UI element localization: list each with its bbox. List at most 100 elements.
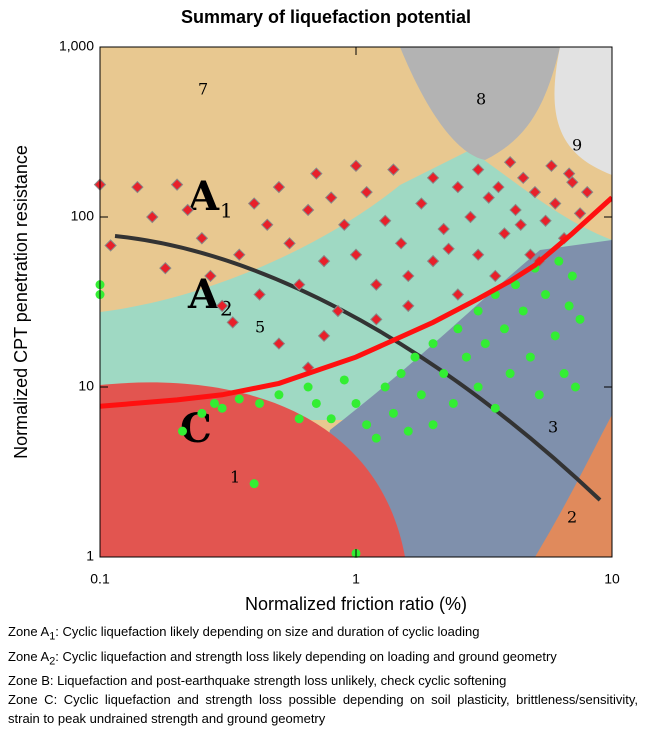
- data-point: [226, 316, 239, 329]
- data-point: [294, 414, 304, 424]
- data-point: [131, 180, 144, 194]
- data-point: [503, 156, 517, 169]
- data-point: [559, 369, 569, 379]
- data-point: [566, 176, 579, 189]
- zone-number: 8: [476, 90, 486, 109]
- data-point: [159, 261, 172, 275]
- data-point: [509, 203, 522, 217]
- data-point: [562, 167, 576, 180]
- data-point: [554, 256, 564, 266]
- zone-name: Zone A: [8, 648, 50, 664]
- zone-note: Zone C: Cyclic liquefaction and strength…: [8, 690, 638, 728]
- data-point: [524, 248, 537, 261]
- threshold-curve: [100, 195, 612, 409]
- zone-name: Zone B: [8, 673, 50, 689]
- data-point: [249, 479, 259, 489]
- data-point: [534, 390, 544, 400]
- zone-number: 1: [230, 468, 240, 487]
- data-point: [451, 180, 465, 194]
- data-point: [204, 269, 217, 283]
- zone-letter-sub: 1: [220, 199, 233, 223]
- zone-description: : Liquefaction and post-earthquake stren…: [49, 673, 507, 689]
- data-point: [580, 185, 594, 199]
- data-point: [274, 390, 284, 400]
- y-axis-label: Normalized CPT penetration resistance: [11, 145, 31, 459]
- data-point: [195, 232, 209, 245]
- data-point: [170, 178, 184, 191]
- zone-note: Zone A1: Cyclic liquefaction likely depe…: [8, 622, 638, 647]
- data-point: [473, 306, 483, 316]
- zone-note: Zone B: Liquefaction and post-earthquake…: [8, 671, 638, 690]
- data-point: [514, 218, 527, 231]
- data-point: [378, 214, 392, 227]
- data-point: [541, 290, 551, 300]
- data-point: [402, 299, 415, 313]
- data-point: [442, 242, 455, 256]
- data-point: [339, 375, 349, 385]
- data-point: [234, 394, 244, 404]
- data-point: [177, 426, 187, 436]
- data-point: [370, 278, 383, 291]
- data-point: [471, 163, 485, 176]
- data-point: [428, 339, 438, 349]
- data-point: [324, 191, 338, 204]
- data-point: [505, 369, 515, 379]
- data-point: [338, 218, 351, 231]
- data-point: [326, 414, 336, 424]
- data-point: [233, 248, 246, 261]
- data-point: [564, 301, 574, 311]
- data-point: [528, 185, 542, 199]
- zone-notes: Zone A1: Cyclic liquefaction likely depe…: [8, 622, 638, 728]
- data-point: [215, 299, 229, 313]
- data-point: [317, 329, 331, 343]
- data-point: [402, 269, 415, 283]
- data-point: [448, 398, 458, 408]
- data-point: [539, 214, 552, 227]
- data-point: [439, 369, 449, 379]
- zone-number: 5: [255, 318, 265, 337]
- data-point: [272, 180, 286, 194]
- x-tick-label: 1: [352, 571, 360, 587]
- data-point: [387, 163, 400, 176]
- zone-number: 7: [198, 80, 208, 99]
- data-point: [247, 197, 261, 210]
- data-point: [310, 167, 323, 180]
- data-point: [428, 420, 438, 430]
- data-point: [217, 403, 227, 413]
- data-point: [371, 433, 381, 443]
- zone-number: 2: [567, 508, 577, 527]
- data-point: [181, 203, 194, 217]
- data-point: [518, 306, 528, 316]
- data-point: [283, 237, 296, 250]
- x-axis-label: Normalized friction ratio (%): [245, 594, 467, 614]
- data-point: [370, 313, 383, 326]
- zone-description: : Cyclic liquefaction and strength loss …: [55, 648, 557, 664]
- data-point: [548, 197, 562, 210]
- data-point: [197, 408, 207, 418]
- data-point: [104, 239, 117, 252]
- data-point: [471, 248, 485, 261]
- y-tick-label: 1: [86, 548, 94, 564]
- zone-name: Zone C: [8, 692, 54, 708]
- data-point: [489, 269, 502, 283]
- data-point: [473, 382, 483, 392]
- data-point: [575, 314, 585, 324]
- data-point: [545, 159, 558, 173]
- x-tick-label: 10: [604, 571, 620, 587]
- zone-letter: A: [187, 271, 220, 318]
- data-point: [349, 248, 363, 261]
- data-point: [498, 227, 511, 240]
- data-point: [480, 339, 490, 349]
- data-point: [380, 382, 390, 392]
- data-point: [255, 398, 265, 408]
- data-point: [317, 254, 331, 268]
- data-point: [426, 171, 440, 185]
- data-point: [261, 218, 274, 231]
- data-point: [388, 408, 398, 418]
- zone-description: : Cyclic liquefaction and strength loss …: [8, 692, 638, 727]
- data-point: [209, 398, 219, 408]
- chart-title: Summary of liquefaction potential: [181, 7, 471, 27]
- zone-number: 9: [572, 136, 582, 155]
